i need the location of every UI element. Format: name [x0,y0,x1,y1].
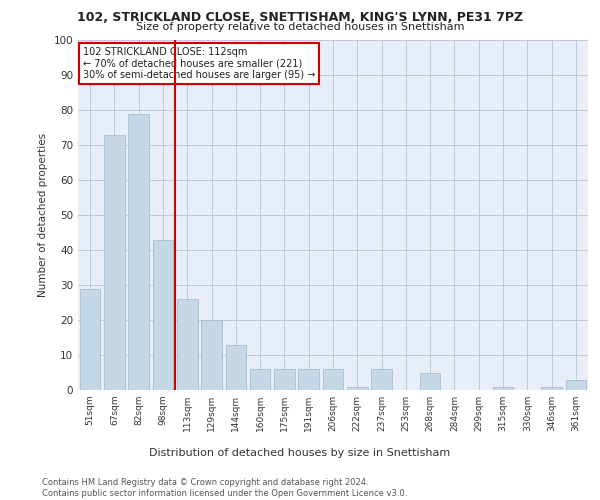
Text: Distribution of detached houses by size in Snettisham: Distribution of detached houses by size … [149,448,451,458]
Bar [80,288,100,390]
Bar [541,386,562,390]
Text: Contains HM Land Registry data © Crown copyright and database right 2024.
Contai: Contains HM Land Registry data © Crown c… [42,478,407,498]
Bar [152,240,173,390]
Bar [250,369,271,390]
Bar [274,369,295,390]
Text: 102, STRICKLAND CLOSE, SNETTISHAM, KING'S LYNN, PE31 7PZ: 102, STRICKLAND CLOSE, SNETTISHAM, KING'… [77,11,523,24]
Bar [201,320,222,390]
Text: Size of property relative to detached houses in Snettisham: Size of property relative to detached ho… [136,22,464,32]
Bar [104,134,125,390]
Bar [371,369,392,390]
Bar [298,369,319,390]
Bar [493,386,514,390]
Bar [177,299,197,390]
Bar [128,114,149,390]
Bar [347,386,368,390]
Bar [323,369,343,390]
Y-axis label: Number of detached properties: Number of detached properties [38,133,48,297]
Text: 102 STRICKLAND CLOSE: 112sqm
← 70% of detached houses are smaller (221)
30% of s: 102 STRICKLAND CLOSE: 112sqm ← 70% of de… [83,47,316,80]
Bar [566,380,586,390]
Bar [420,372,440,390]
Bar [226,344,246,390]
